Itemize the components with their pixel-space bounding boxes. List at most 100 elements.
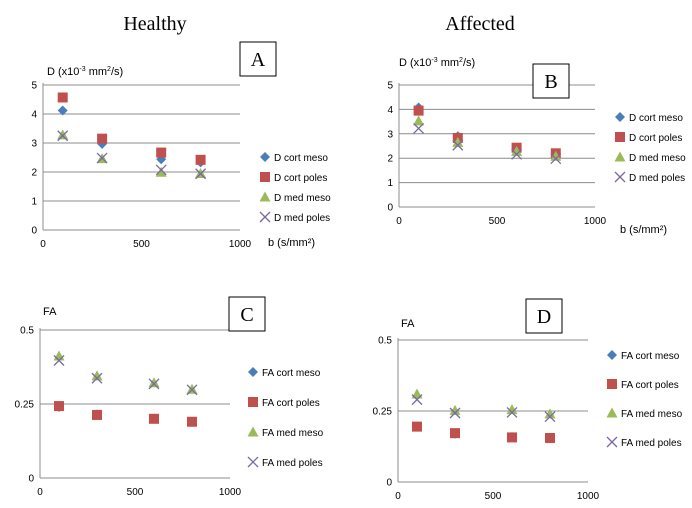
series-d-med-meso [57,129,207,178]
legend-marker [614,151,626,162]
data-point [550,153,562,165]
legend-label: D cort meso [274,153,328,164]
series-fa-cort-meso [412,421,555,443]
legend-marker [247,456,259,468]
data-point [452,136,464,147]
panel-letter: C [240,304,253,326]
data-point [411,388,423,399]
series-d-cort-meso [413,102,561,159]
series-d-med-poles [57,130,207,180]
data-point [149,413,159,424]
panel-letter-box [239,41,277,77]
y-tick-label: 0 [28,474,34,485]
legend-label: FA med poles [262,458,323,469]
series-fa-med-meso [411,388,556,419]
legend-marker [606,407,618,418]
data-point [511,145,523,156]
data-point [186,383,198,394]
series-d-cort-poles [57,92,206,165]
x-tick-label: 500 [485,491,502,502]
y-tick-label: 0.25 [15,400,35,411]
data-point [53,355,65,366]
data-point [411,394,423,406]
series-fa-cort-poles [54,401,197,427]
legend-marker [615,132,625,142]
y-tick-label: 0 [386,478,392,489]
x-tick-label: 0 [396,216,402,227]
data-point [54,401,64,412]
data-point [544,408,556,419]
legend-label: FA cort meso [621,351,680,362]
legend-marker [248,367,258,377]
y-tick-label: 3 [31,139,37,150]
panel-letter-box [228,296,266,332]
legend-marker [607,379,617,389]
legend-marker [259,191,271,202]
x-tick-label: 500 [133,239,150,250]
series-fa-cort-meso [54,401,197,427]
data-point [413,122,425,134]
data-point [91,372,103,384]
x-tick-label: 500 [127,487,144,498]
data-point [545,432,555,443]
legend-marker [260,172,270,182]
x-axis-label: b (s/mm²) [620,224,667,236]
legend-label: FA med meso [262,428,324,439]
data-point [195,154,206,165]
panel-letter-box [525,298,563,334]
legend-item: FA med meso [606,407,683,420]
panel-letter: B [544,71,557,93]
y-tick-label: 0.5 [378,336,392,347]
y-tick-label: 4 [31,110,37,121]
legend-marker [614,171,626,183]
legend-label: FA cort poles [262,398,320,409]
y-tick-label: 0 [387,203,393,214]
data-point [511,148,523,160]
panel-c: 0 0.25 0.5 0 500 1000 FA C FA cort meso FA cort p… [15,296,324,498]
data-point [96,152,108,164]
x-tick-label: 1000 [584,216,607,227]
legend-label: FA cort meso [262,368,321,379]
y-tick-label: 1 [387,178,393,189]
series-fa-med-poles [411,394,556,423]
series-d-med-poles [413,122,562,165]
data-point [550,150,562,161]
y-tick-label: 1 [31,197,37,208]
data-point [507,432,517,443]
data-point [148,378,160,390]
x-tick-label: 0 [40,239,46,250]
data-point [452,139,464,151]
data-point [91,370,103,381]
legend-label: FA cort poles [621,380,679,391]
series-d-cort-poles [413,105,561,159]
legend-marker [606,436,618,448]
legend-item: D med poles [259,211,330,224]
data-point [57,130,69,142]
column-heading-affected: Affected [445,13,515,35]
legend-item: FA cort meso [248,367,321,379]
legend-item: FA med meso [247,426,324,439]
series-d-cort-meso [57,105,206,168]
y-tick-label: 0.5 [20,326,34,337]
data-point [92,409,102,420]
panel-d: 0 0.25 0.5 0 500 1000 FA D FA cort meso FA cort p… [373,298,683,502]
column-heading-healthy: Healthy [123,13,186,35]
panel-title: FA [43,306,57,318]
data-point [506,406,518,418]
y-tick-label: 0 [31,226,37,237]
legend-item: D cort poles [260,172,327,184]
y-tick-label: 5 [31,81,37,92]
legend-item: D cort poles [615,132,682,144]
data-point [57,129,69,140]
legend-label: FA med meso [621,409,683,420]
y-tick-label: 0.25 [373,407,393,418]
data-point [155,164,167,176]
legend-item: FA med poles [247,456,323,469]
data-point [506,404,518,415]
legend-item: FA med poles [606,436,682,449]
x-tick-label: 1000 [229,239,252,250]
legend-label: D cort poles [274,173,327,184]
legend-label: D med meso [629,153,686,164]
